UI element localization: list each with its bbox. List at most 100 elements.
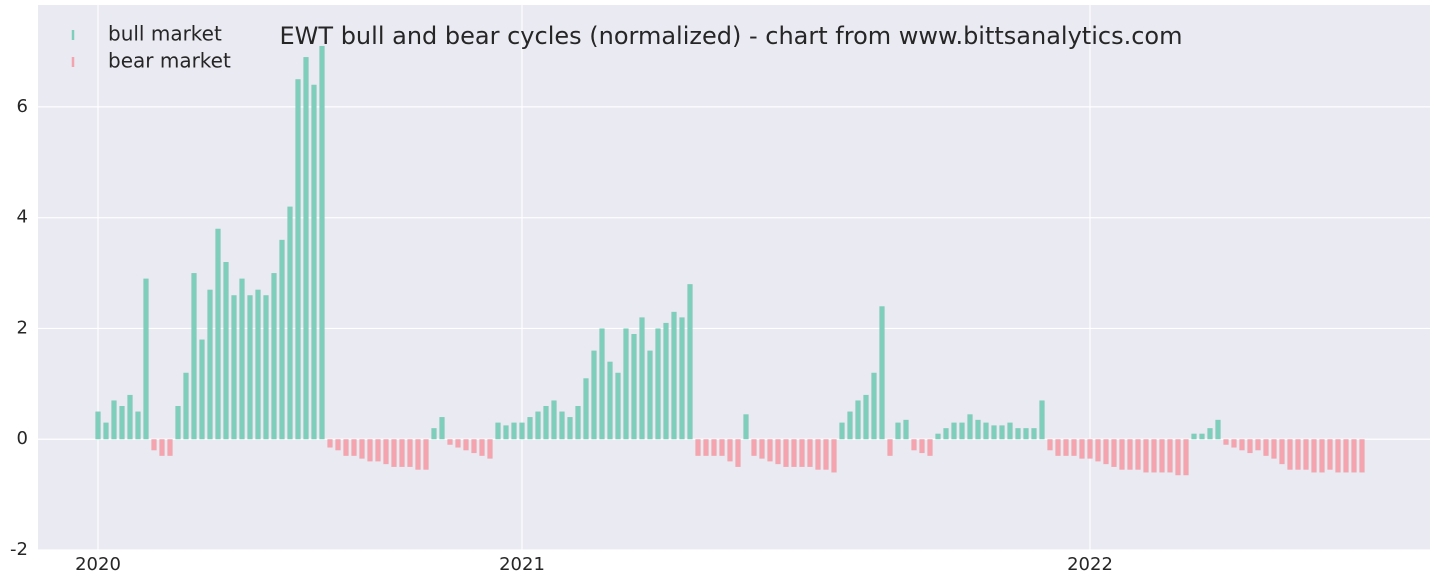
bar: [151, 439, 157, 451]
bar: [719, 439, 725, 456]
bar: [439, 417, 445, 440]
bar: [1063, 439, 1069, 456]
bar: [631, 333, 637, 440]
bar: [519, 422, 525, 440]
bar: [623, 328, 629, 440]
bar: [639, 317, 645, 440]
bar: [143, 278, 149, 440]
bar: [543, 405, 549, 440]
bar: [1231, 439, 1237, 448]
bar: [487, 439, 493, 459]
bar: [287, 206, 293, 440]
bar: [191, 273, 197, 440]
bar: [1055, 439, 1061, 456]
bar: [831, 439, 837, 473]
bar: [495, 422, 501, 440]
bar: [1143, 439, 1149, 473]
bar: [911, 439, 917, 451]
bar: [135, 411, 141, 440]
bar: [751, 439, 757, 456]
bar: [783, 439, 789, 467]
bar: [1319, 439, 1325, 473]
bar: [1159, 439, 1165, 473]
bar: [1151, 439, 1157, 473]
bar: [319, 45, 325, 440]
bar: [303, 57, 309, 440]
bar: [1327, 439, 1333, 470]
bar: [759, 439, 765, 459]
bar: [999, 425, 1005, 440]
bar: [207, 289, 213, 440]
bar: [1335, 439, 1341, 473]
bar: [1087, 439, 1093, 459]
bar: [1015, 428, 1021, 440]
bar: [575, 405, 581, 440]
bar: [263, 295, 269, 440]
bar: [743, 414, 749, 440]
bar: [1119, 439, 1125, 470]
bar: [903, 419, 909, 440]
bar: [1095, 439, 1101, 462]
bar: [535, 411, 541, 440]
bar: [975, 419, 981, 440]
x-tick-label: 2022: [1067, 554, 1113, 575]
bar: [1047, 439, 1053, 451]
bar: [1263, 439, 1269, 456]
bar: [1127, 439, 1133, 470]
bar: [1199, 433, 1205, 440]
bar: [1103, 439, 1109, 465]
bar: [983, 422, 989, 440]
bar: [695, 439, 701, 456]
y-tick-label: 0: [17, 428, 28, 449]
bar: [383, 439, 389, 465]
bar: [879, 306, 885, 440]
bar: [255, 289, 261, 440]
bar: [511, 422, 517, 440]
bar: [311, 84, 317, 440]
bar: [935, 433, 941, 440]
bar: [655, 328, 661, 440]
bar: [647, 350, 653, 440]
bar: [231, 295, 237, 440]
bar: [967, 414, 973, 440]
bar: [351, 439, 357, 456]
bar: [447, 439, 453, 445]
bar: [335, 439, 341, 451]
bar: [503, 425, 509, 440]
bar: [1343, 439, 1349, 473]
bar: [103, 422, 109, 440]
bar: [943, 428, 949, 440]
bar: [599, 328, 605, 440]
bar: [391, 439, 397, 467]
bar: [919, 439, 925, 454]
bar: [887, 439, 893, 456]
bar: [1239, 439, 1245, 451]
bar: [1135, 439, 1141, 470]
bar: [1215, 419, 1221, 440]
bar: [1311, 439, 1317, 473]
bar: [471, 439, 477, 454]
bar: [327, 439, 333, 448]
bar: [951, 422, 957, 440]
bar: [551, 400, 557, 440]
bar: [1071, 439, 1077, 456]
bar: [175, 405, 181, 440]
bar: [727, 439, 733, 462]
bar: [1287, 439, 1293, 470]
bar: [583, 378, 589, 440]
bar: [1295, 439, 1301, 470]
bar: [1271, 439, 1277, 459]
bar: [343, 439, 349, 456]
bar: [1175, 439, 1181, 476]
bar: [1247, 439, 1253, 454]
bar: [415, 439, 421, 470]
bar: [1303, 439, 1309, 470]
bar: [871, 372, 877, 440]
bar: [1223, 439, 1229, 445]
bar: [1191, 433, 1197, 440]
bar: [167, 439, 173, 456]
bar: [807, 439, 813, 467]
bar: [991, 425, 997, 440]
bar: [399, 439, 405, 467]
